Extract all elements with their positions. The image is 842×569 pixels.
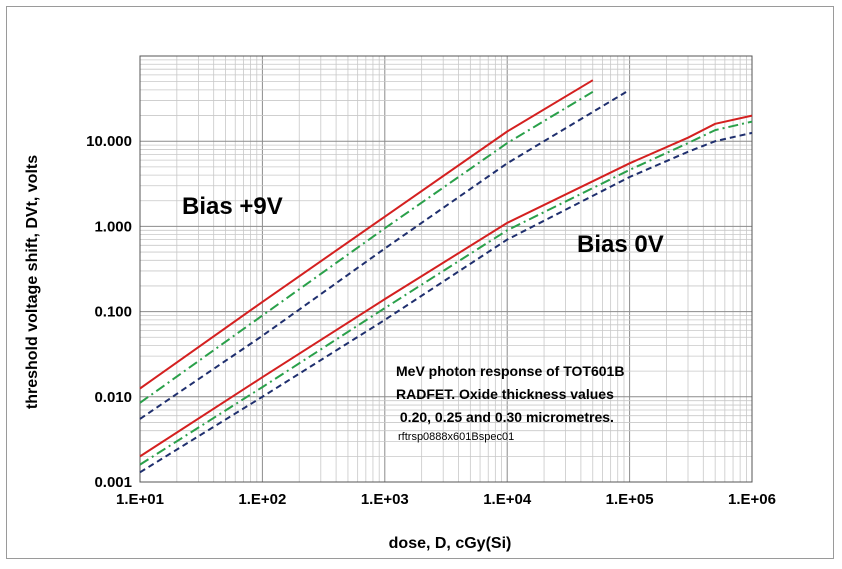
series-line-5 [139, 120, 753, 466]
y-tick-label: 0.010 [94, 389, 132, 406]
y-axis-ticks: 0.001 0.010 0.100 1.000 10.000 [86, 133, 132, 491]
series-line-2 [139, 90, 594, 404]
note-line-3: 0.20, 0.25 and 0.30 micrometres. [396, 409, 614, 425]
x-tick-label: 1.E+04 [483, 491, 532, 508]
x-tick-label: 1.E+06 [728, 491, 776, 508]
x-tick-label: 1.E+03 [361, 491, 409, 508]
y-tick-label: 0.001 [94, 474, 132, 491]
x-tick-label: 1.E+05 [606, 491, 654, 508]
series-layer [139, 79, 753, 474]
y-axis-title: threshold voltage shift, DVt, volts [24, 155, 41, 409]
x-tick-label: 1.E+02 [238, 491, 286, 508]
y-tick-label: 0.100 [94, 304, 132, 321]
series-line-4 [139, 114, 753, 458]
note-line-1: MeV photon response of TOT601B [396, 363, 624, 379]
bias-0v-label: Bias 0V [577, 231, 664, 258]
series-line-1 [139, 79, 594, 390]
x-tick-label: 1.E+01 [116, 491, 164, 508]
note-line-2: RADFET. Oxide thickness values [396, 386, 614, 402]
chart-frame [6, 6, 834, 559]
series-line-3 [139, 89, 631, 420]
x-axis-ticks: 1.E+01 1.E+02 1.E+03 1.E+04 1.E+05 1.E+06 [116, 491, 776, 508]
y-tick-label: 1.000 [94, 218, 132, 235]
x-axis-title: dose, D, cGy(Si) [389, 535, 512, 552]
bias-9v-label: Bias +9V [182, 193, 283, 220]
file-code-label: rftrsp0888x601Bspec01 [398, 431, 514, 443]
plot-area [139, 55, 753, 483]
series-line-6 [139, 131, 753, 474]
y-tick-label: 10.000 [86, 133, 132, 150]
